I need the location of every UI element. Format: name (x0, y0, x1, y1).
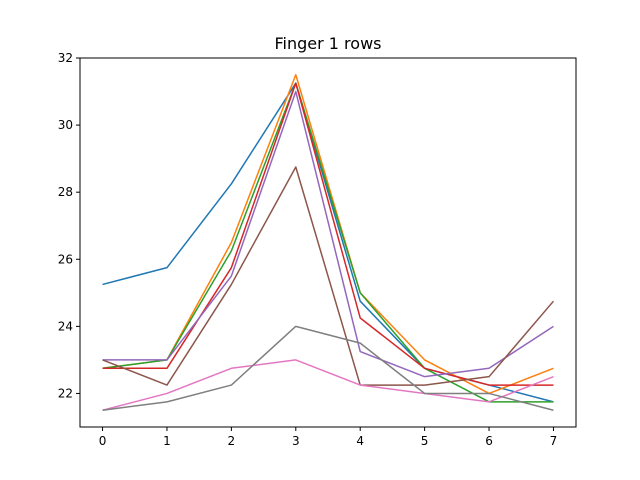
x-tick-label: 7 (550, 434, 558, 448)
chart-title: Finger 1 rows (275, 34, 382, 53)
y-tick-label: 28 (58, 185, 73, 199)
x-tick-label: 2 (228, 434, 236, 448)
series-line-6 (102, 166, 555, 386)
series-line-8 (102, 325, 554, 411)
y-tick-label: 30 (58, 118, 73, 132)
x-tick-label: 0 (99, 434, 107, 448)
series-line-7 (102, 359, 554, 411)
tick-layer: 0 1 2 3 4 5 6 7 22 24 26 28 30 32 (58, 51, 558, 448)
y-tick-label: 24 (58, 319, 73, 333)
y-tick-label: 32 (58, 51, 73, 65)
y-tick-label: 26 (58, 252, 73, 266)
series-line-3 (102, 82, 554, 403)
series-line-5 (102, 90, 554, 378)
x-tick-label: 5 (421, 434, 429, 448)
x-tick-label: 3 (292, 434, 300, 448)
y-tick-label: 22 (58, 386, 73, 400)
series-line-4 (102, 82, 554, 386)
series-layer (102, 74, 555, 411)
x-tick-label: 1 (163, 434, 171, 448)
x-tick-label: 6 (485, 434, 493, 448)
x-tick-label: 4 (356, 434, 364, 448)
plot-area-frame (79, 57, 577, 428)
